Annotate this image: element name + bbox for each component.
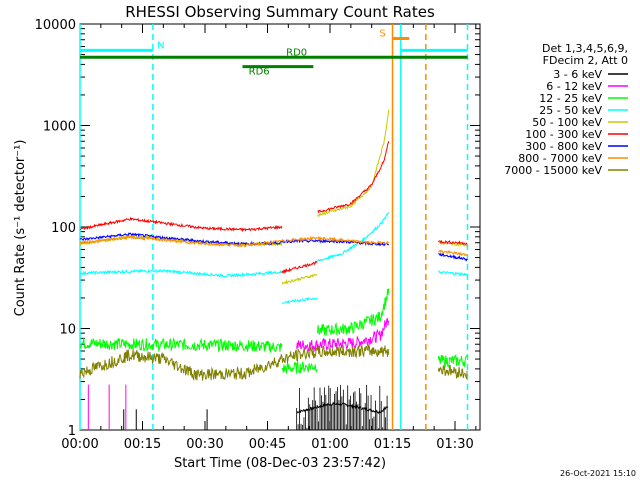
legend-entry-label: 50 - 100 keV bbox=[532, 116, 602, 129]
series-line bbox=[437, 354, 468, 369]
legend-entry-label: 6 - 12 keV bbox=[546, 80, 602, 93]
y-tick-label: 10000 bbox=[35, 18, 76, 33]
flag-label: RD6 bbox=[249, 67, 270, 78]
legend-header: Det 1,3,4,5,6,9, bbox=[542, 42, 628, 55]
series-3-6keV bbox=[123, 384, 389, 430]
legend-entry-label: 12 - 25 keV bbox=[539, 92, 602, 105]
series-300-800keV bbox=[79, 232, 468, 262]
legend-entry-label: 3 - 6 keV bbox=[553, 68, 602, 81]
plot-area: 00:00 00:15 00:30 00:45 01:00 01:15 01:30 1 10 10… bbox=[35, 18, 481, 452]
series-line bbox=[438, 249, 468, 257]
y-tick-label: 1 bbox=[68, 424, 76, 439]
series-line bbox=[317, 211, 390, 262]
series-25-50keV bbox=[79, 211, 468, 304]
series-line bbox=[79, 336, 283, 353]
series-line bbox=[317, 109, 390, 217]
series-line bbox=[281, 260, 318, 274]
legend-entry-label: 800 - 7000 keV bbox=[518, 152, 602, 165]
series-12-25keV bbox=[79, 288, 468, 374]
series-line bbox=[79, 344, 390, 382]
flag-label: S bbox=[379, 28, 385, 39]
series-line bbox=[438, 270, 468, 277]
series-line bbox=[281, 273, 318, 285]
series-6-12keV bbox=[87, 318, 390, 430]
series-line bbox=[437, 364, 468, 380]
x-tick-label: 01:30 bbox=[436, 437, 473, 452]
series-line bbox=[317, 288, 390, 336]
legend-entry-label: 100 - 300 keV bbox=[525, 128, 602, 141]
y-axis-label: Count Rate (s⁻¹ detector⁻¹) bbox=[13, 140, 28, 317]
x-tick-label: 00:00 bbox=[61, 437, 98, 452]
legend-entry-label: 300 - 800 keV bbox=[525, 140, 602, 153]
series-line bbox=[281, 296, 318, 304]
series-7000-15000keV bbox=[79, 344, 468, 382]
series-line bbox=[79, 216, 283, 233]
x-tick-label: 01:00 bbox=[311, 437, 348, 452]
x-axis-label: Start Time (08-Dec-03 23:57:42) bbox=[174, 456, 386, 471]
y-tick-label: 1000 bbox=[43, 120, 76, 135]
series-line bbox=[296, 318, 390, 353]
series-line bbox=[438, 252, 468, 262]
legend: Det 1,3,4,5,6,9,FDecim 2, Att 03 - 6 keV… bbox=[504, 42, 628, 177]
chart-title: RHESSI Observing Summary Count Rates bbox=[125, 3, 435, 21]
series-line bbox=[79, 232, 283, 247]
series-line bbox=[281, 361, 318, 374]
series-line bbox=[79, 268, 283, 279]
legend-header: FDecim 2, Att 0 bbox=[543, 54, 628, 67]
series-100-300keV bbox=[79, 141, 468, 274]
series-line bbox=[79, 235, 390, 248]
series-800-7000keV bbox=[79, 235, 468, 257]
x-tick-label: 00:30 bbox=[186, 437, 223, 452]
x-tick-label: 00:15 bbox=[124, 437, 161, 452]
series-line bbox=[296, 401, 389, 415]
y-tick-label: 100 bbox=[51, 221, 76, 236]
series-50-100keV bbox=[79, 109, 468, 285]
series-line bbox=[317, 141, 390, 214]
series-line bbox=[437, 239, 468, 246]
series-line bbox=[438, 241, 468, 248]
flag-label: RD0 bbox=[286, 47, 307, 58]
footer-date: 26-Oct-2021 15:10 bbox=[560, 469, 636, 478]
x-tick-label: 00:45 bbox=[249, 437, 286, 452]
y-tick-label: 10 bbox=[59, 323, 76, 338]
legend-entry-label: 7000 - 15000 keV bbox=[504, 164, 602, 177]
legend-entry-label: 25 - 50 keV bbox=[539, 104, 602, 117]
series-line bbox=[281, 238, 390, 247]
x-tick-label: 01:15 bbox=[374, 437, 411, 452]
flag-label: N bbox=[157, 40, 164, 51]
